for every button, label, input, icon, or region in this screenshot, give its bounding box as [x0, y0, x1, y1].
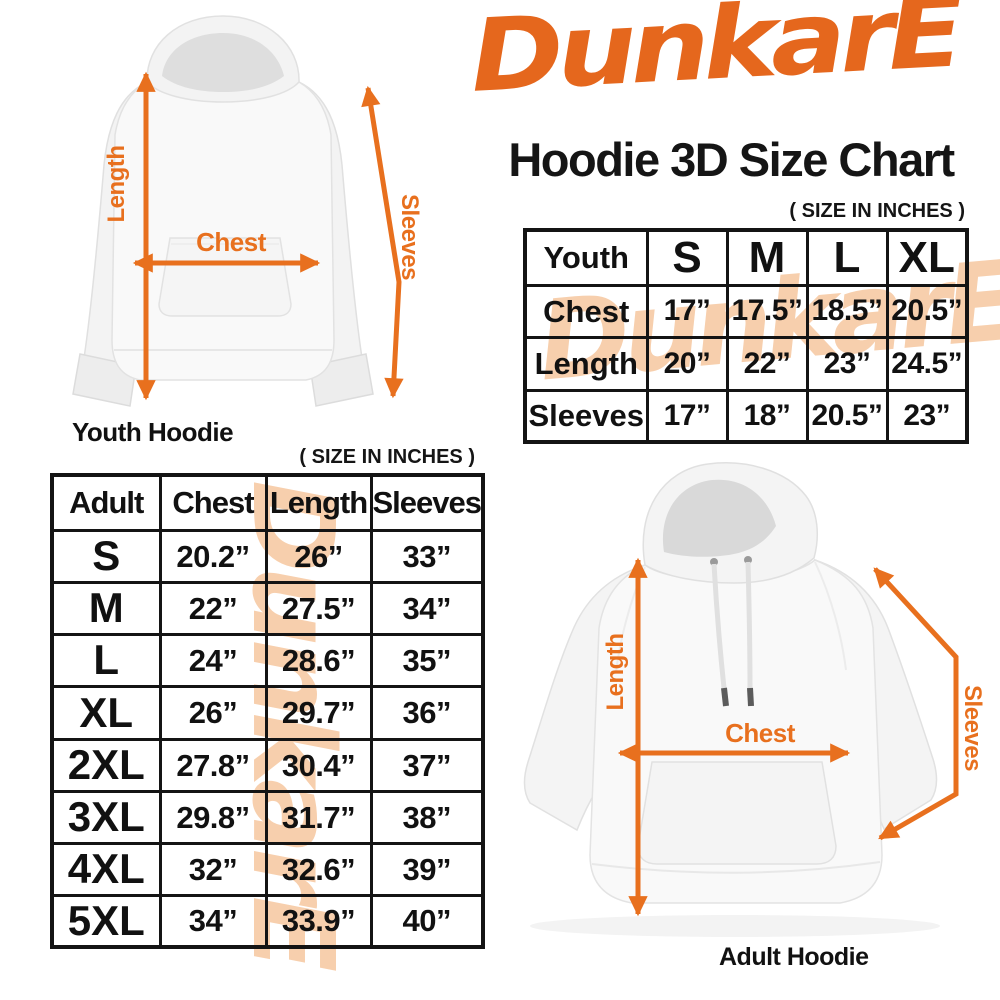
table-cell: 34” — [158, 893, 268, 949]
table-row: L 24” 28.6” 35” — [50, 632, 485, 688]
table-cell: 20.5” — [885, 283, 969, 339]
table-row: XL 26” 29.7” 36” — [50, 684, 485, 741]
table-cell: 36” — [369, 684, 485, 741]
table-cell: 20” — [645, 335, 729, 392]
adult-hoodie-illustration — [523, 462, 959, 937]
youth-hood-opening — [162, 33, 284, 92]
youth-sleeves-arrow-label: Sleeves — [396, 194, 423, 280]
row-label: XL — [50, 684, 162, 741]
row-label: 2XL — [50, 737, 162, 793]
table-cell: 22” — [725, 335, 809, 392]
table-header-cell: M — [725, 228, 809, 287]
table-cell: 30.4” — [264, 737, 373, 793]
table-cell: 31.7” — [264, 789, 373, 845]
table-row: Chest 17” 17.5” 18.5” 20.5” — [523, 283, 969, 339]
table-header-cell: Youth — [523, 228, 649, 287]
adult-table-header-row: Adult Chest Length Sleeves — [50, 473, 485, 532]
table-cell: 24.5” — [885, 335, 969, 392]
brand-logo: DunkarE — [467, 0, 961, 115]
table-header-cell: Sleeves — [369, 473, 485, 532]
table-header-cell: L — [805, 228, 889, 287]
adult-length-arrow-label: Length — [602, 633, 629, 711]
table-cell: 18.5” — [805, 283, 889, 339]
table-cell: 26” — [264, 528, 373, 584]
row-label: Chest — [523, 283, 649, 339]
table-cell: 23” — [805, 335, 889, 392]
table-cell: 24” — [158, 632, 268, 688]
table-cell: 20.5” — [805, 388, 889, 444]
drawstring — [711, 563, 727, 689]
adult-size-table: Adult Chest Length Sleeves S 20.2” 26” 3… — [50, 473, 485, 949]
table-cell: 35” — [369, 632, 485, 688]
table-cell: 26” — [158, 684, 268, 741]
table-row: 3XL 29.8” 31.7” 38” — [50, 789, 485, 845]
table-cell: 17” — [645, 388, 729, 444]
youth-size-table: Youth S M L XL Chest 17” 17.5” 18.5” 20.… — [523, 228, 969, 444]
row-label: 4XL — [50, 841, 162, 897]
row-label: L — [50, 632, 162, 688]
adult-sleeves-arrow-label: Sleeves — [959, 685, 986, 771]
table-row: Sleeves 17” 18” 20.5” 23” — [523, 388, 969, 444]
adult-size-note: ( SIZE IN INCHES ) — [299, 446, 475, 468]
table-cell: 17” — [645, 283, 729, 339]
table-cell: 33” — [369, 528, 485, 584]
table-cell: 18” — [725, 388, 809, 444]
table-header-cell: XL — [885, 228, 969, 287]
adult-hood-opening — [662, 479, 776, 557]
drawstring — [745, 561, 753, 689]
row-label: 3XL — [50, 789, 162, 845]
table-row: Length 20” 22” 23” 24.5” — [523, 335, 969, 392]
row-label: M — [50, 580, 162, 636]
table-header-cell: Adult — [50, 473, 162, 532]
youth-hoodie-illustration — [72, 15, 404, 407]
adult-pocket — [637, 761, 837, 865]
table-cell: 33.9” — [264, 893, 373, 949]
table-cell: 20.2” — [158, 528, 268, 584]
table-cell: 34” — [369, 580, 485, 636]
table-cell: 38” — [369, 789, 485, 845]
table-header-cell: Chest — [158, 473, 268, 532]
table-row: M 22” 27.5” 34” — [50, 580, 485, 636]
row-label: 5XL — [50, 893, 162, 949]
table-cell: 40” — [369, 893, 485, 949]
table-header-cell: Length — [264, 473, 373, 532]
table-cell: 29.8” — [158, 789, 268, 845]
table-cell: 32” — [158, 841, 268, 897]
row-label: S — [50, 528, 162, 584]
adult-sleeves-arrow — [873, 567, 959, 841]
youth-hoodie-caption: Youth Hoodie — [72, 417, 234, 447]
table-header-cell: S — [645, 228, 729, 287]
table-row: 2XL 27.8” 30.4” 37” — [50, 737, 485, 793]
table-row: 4XL 32” 32.6” 39” — [50, 841, 485, 897]
table-cell: 29.7” — [264, 684, 373, 741]
youth-size-note: ( SIZE IN INCHES ) — [789, 200, 965, 222]
table-cell: 17.5” — [725, 283, 809, 339]
table-row: 5XL 34” 33.9” 40” — [50, 893, 485, 949]
adult-chest-arrow-label: Chest — [725, 718, 795, 748]
table-cell: 32.6” — [264, 841, 373, 897]
table-cell: 37” — [369, 737, 485, 793]
youth-chest-arrow-label: Chest — [196, 227, 266, 257]
adult-hoodie-caption: Adult Hoodie — [719, 943, 869, 971]
table-cell: 27.8” — [158, 737, 268, 793]
table-cell: 22” — [158, 580, 268, 636]
table-cell: 23” — [885, 388, 969, 444]
youth-sleeves-arrow — [361, 85, 404, 399]
table-cell: 27.5” — [264, 580, 373, 636]
table-cell: 28.6” — [264, 632, 373, 688]
row-label: Sleeves — [523, 388, 649, 444]
youth-length-arrow-label: Length — [103, 145, 130, 223]
page-title: Hoodie 3D Size Chart — [508, 133, 955, 186]
table-cell: 39” — [369, 841, 485, 897]
youth-table-header-row: Youth S M L XL — [523, 228, 969, 287]
row-label: Length — [523, 335, 649, 392]
table-row: S 20.2” 26” 33” — [50, 528, 485, 584]
